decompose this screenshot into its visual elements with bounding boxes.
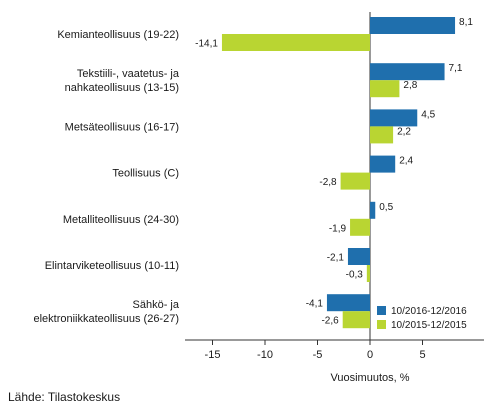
category-label-line: nahkateollisuus (13-15) bbox=[65, 82, 179, 94]
category-label-line: Tekstiili-, vaatetus- ja bbox=[77, 68, 180, 80]
bar-series-2016 bbox=[370, 155, 396, 173]
data-label: 4,5 bbox=[421, 109, 435, 120]
x-tick-label: 0 bbox=[367, 349, 373, 361]
x-tick-label: -5 bbox=[313, 349, 323, 361]
bar-series-2016 bbox=[370, 63, 445, 81]
data-label: 2,4 bbox=[399, 156, 413, 167]
data-label: -2,6 bbox=[321, 316, 339, 327]
bar-series-2015 bbox=[221, 34, 370, 51]
bar-series-2016 bbox=[326, 294, 370, 312]
data-label: -2,8 bbox=[319, 177, 337, 188]
bar-series-2016 bbox=[370, 109, 418, 127]
data-label: 2,2 bbox=[397, 126, 411, 137]
x-tick-label: -15 bbox=[205, 349, 221, 361]
category-label-line: elektroniikkateollisuus (26-27) bbox=[33, 313, 179, 325]
category-label-line: Metsäteollisuus (16-17) bbox=[65, 121, 179, 133]
data-label: 7,1 bbox=[449, 63, 463, 74]
category-label-line: Elintarviketeollisuus (10-11) bbox=[45, 260, 179, 272]
data-label: 2,8 bbox=[403, 80, 417, 91]
bar-series-2015 bbox=[350, 218, 370, 236]
category-label: Kemianteollisuus (19-22) bbox=[57, 29, 179, 41]
category-label: Teollisuus (C) bbox=[112, 168, 179, 180]
data-label: -2,1 bbox=[327, 253, 345, 264]
bar-series-2015 bbox=[366, 265, 370, 282]
x-axis-title: Vuosimuutos, % bbox=[330, 372, 409, 384]
source-note: Lähde: Tilastokeskus bbox=[8, 390, 121, 404]
bar-series-2016 bbox=[370, 201, 376, 219]
bar-series-2015 bbox=[342, 311, 370, 329]
category-label: Tekstiili-, vaatetus- ja nahkateollisuus … bbox=[65, 68, 180, 94]
x-tick-label: -10 bbox=[257, 349, 273, 361]
category-label-line: Metalliteollisuus (24-30) bbox=[63, 214, 179, 226]
data-label: -0,3 bbox=[346, 270, 364, 281]
bar-series-2016 bbox=[370, 17, 456, 34]
category-label-line: Teollisuus (C) bbox=[112, 168, 179, 180]
legend-label: 10/2016-12/2016 bbox=[391, 306, 467, 317]
category-label: Metalliteollisuus (24-30) bbox=[63, 214, 179, 226]
category-label: Sähkö- ja elektroniikkateollisuus (26-27) bbox=[33, 299, 179, 325]
bar-series-2016 bbox=[347, 248, 370, 265]
legend-swatch bbox=[377, 320, 386, 329]
bar-series-2015 bbox=[340, 172, 370, 190]
bar-series-2015 bbox=[370, 126, 394, 144]
data-label: -4,1 bbox=[306, 299, 324, 310]
data-label: 0,5 bbox=[379, 202, 393, 213]
data-label: 8,1 bbox=[459, 17, 473, 28]
category-label: Metsäteollisuus (16-17) bbox=[65, 121, 179, 133]
legend-label: 10/2015-12/2015 bbox=[391, 320, 467, 331]
legend-swatch bbox=[377, 306, 386, 315]
data-label: -14,1 bbox=[195, 39, 218, 50]
category-label-line: Sähkö- ja bbox=[133, 299, 180, 311]
category-label: Elintarviketeollisuus (10-11) bbox=[45, 260, 179, 272]
x-tick-label: 5 bbox=[419, 349, 425, 361]
bar-series-2015 bbox=[370, 80, 400, 98]
category-label-line: Kemianteollisuus (19-22) bbox=[57, 29, 179, 41]
data-label: -1,9 bbox=[329, 223, 347, 234]
